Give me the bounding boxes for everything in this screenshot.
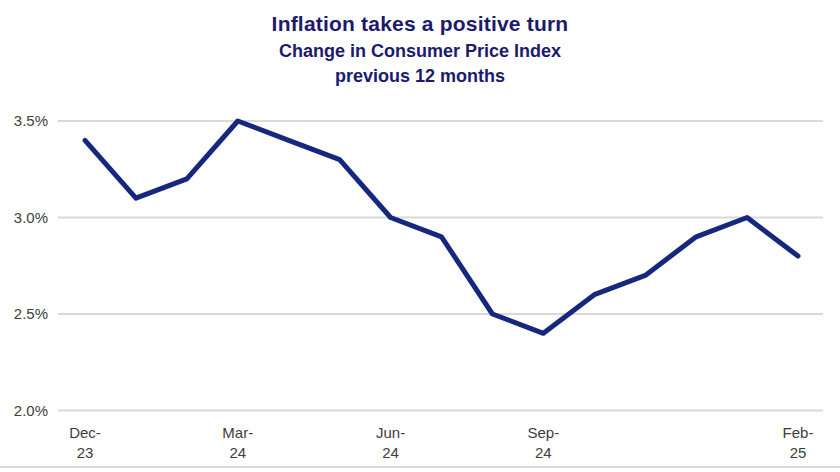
x-axis-label: Mar-24	[193, 423, 283, 463]
x-axis-label-line: Dec-	[40, 423, 130, 443]
line-chart-canvas	[0, 0, 840, 472]
x-axis-label-line: 25	[753, 443, 840, 463]
x-axis-label-line: 24	[498, 443, 588, 463]
x-axis-label: Jun-24	[346, 423, 436, 463]
x-axis-label-line: Sep-	[498, 423, 588, 443]
x-axis-label-line: Mar-	[193, 423, 283, 443]
y-axis-label: 2.0%	[0, 402, 48, 420]
x-axis-label-line: 24	[193, 443, 283, 463]
x-axis-label-line: 24	[346, 443, 436, 463]
cpi-line-series	[85, 121, 798, 333]
x-axis-label-line: 23	[40, 443, 130, 463]
x-axis-label: Sep-24	[498, 423, 588, 463]
gridlines	[58, 121, 823, 411]
inflation-chart: Inflation takes a positive turn Change i…	[0, 0, 840, 472]
x-axis-label: Dec-23	[40, 423, 130, 463]
x-axis-label-line: Jun-	[346, 423, 436, 443]
y-axis-label: 3.5%	[0, 112, 48, 130]
y-axis-label: 2.5%	[0, 305, 48, 323]
x-axis-label-line: Feb-	[753, 423, 840, 443]
x-axis-label: Feb-25	[753, 423, 840, 463]
y-axis-label: 3.0%	[0, 209, 48, 227]
